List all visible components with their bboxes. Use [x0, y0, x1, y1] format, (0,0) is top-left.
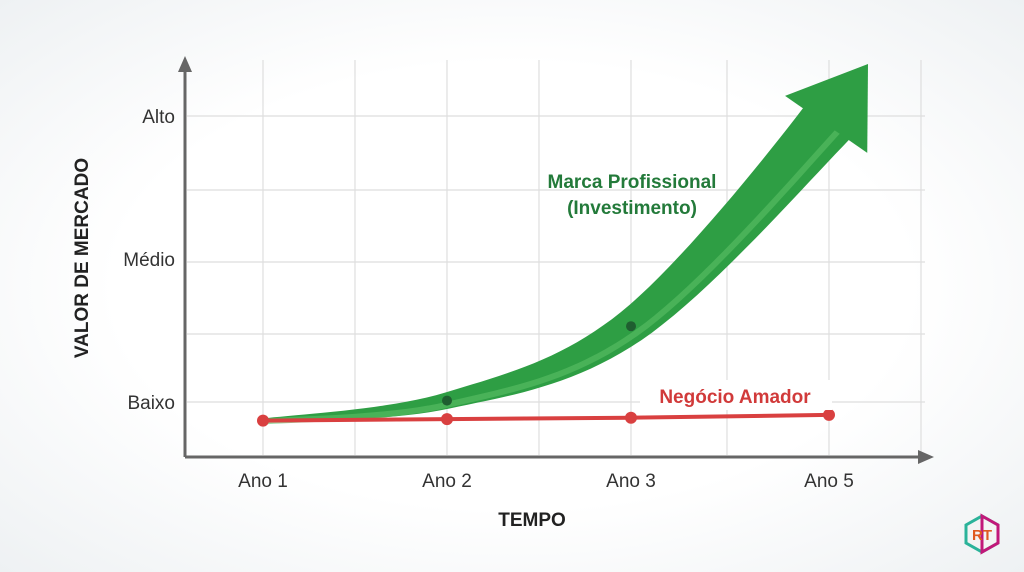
growth-arrow-head-icon [785, 64, 868, 153]
negocio-point [625, 411, 637, 424]
label-marca-profissional-line1: Marca Profissional [548, 172, 717, 193]
label-marca-profissional-line2: (Investimento) [567, 198, 697, 219]
logo: RT [964, 513, 1000, 555]
y-tick-label: Alto [142, 107, 175, 128]
x-tick-label: Ano 5 [804, 471, 854, 492]
marca-point [442, 395, 452, 406]
label-negocio-amador: Negócio Amador [659, 387, 811, 408]
negocio-point [441, 413, 453, 426]
x-tick-label: Ano 1 [238, 471, 288, 492]
series-negocio-amador [257, 408, 835, 427]
negocio-point [823, 408, 835, 421]
svg-text:RT: RT [972, 527, 992, 544]
x-tick-label: Ano 3 [606, 471, 656, 492]
y-tick-label: Médio [123, 250, 175, 271]
negocio-line [262, 412, 830, 423]
y-axis-label: VALOR DE MERCADO [72, 158, 93, 358]
x-axis-arrow-icon [918, 450, 934, 464]
y-tick-label: Baixo [127, 393, 175, 414]
y-axis-arrow-icon [178, 56, 192, 72]
growth-arrow-highlight [262, 127, 842, 425]
growth-arrow-body [262, 102, 851, 423]
x-tick-label: Ano 2 [422, 471, 472, 492]
axes [178, 56, 934, 464]
series-marca-profissional [262, 64, 868, 425]
negocio-point [257, 414, 269, 427]
x-axis-label: TEMPO [498, 510, 566, 531]
marca-point [626, 321, 636, 332]
